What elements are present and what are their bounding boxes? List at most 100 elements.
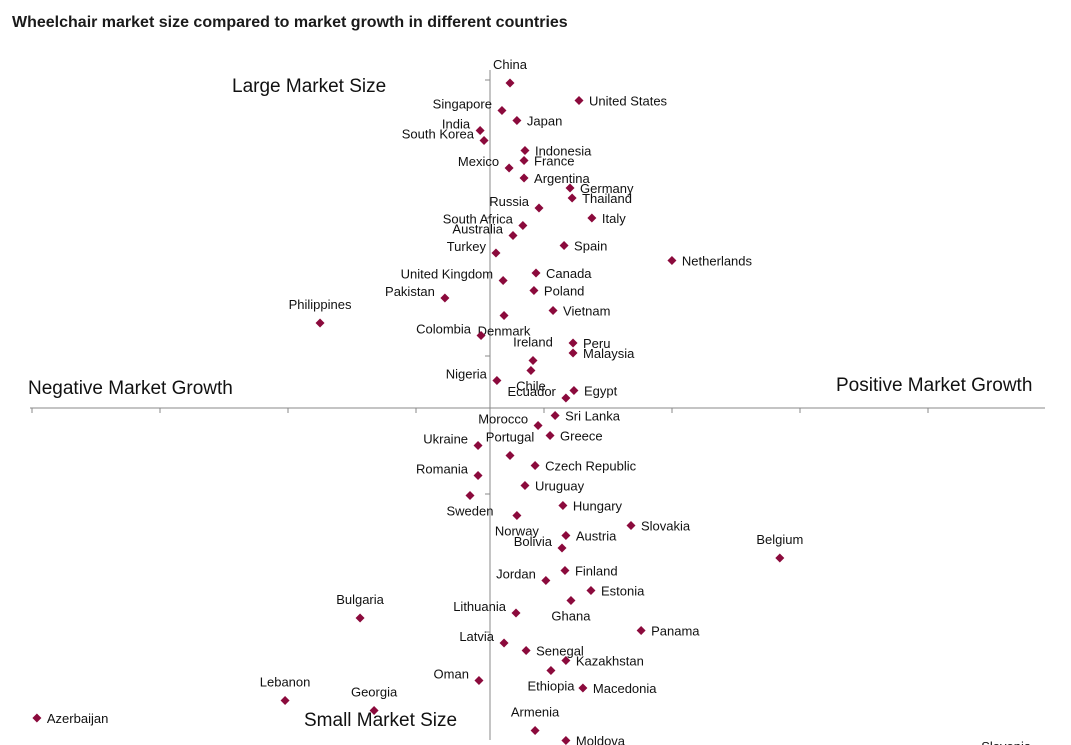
data-point: [497, 106, 507, 115]
data-point: [567, 193, 577, 203]
data-point: [636, 626, 646, 635]
data-point: [574, 96, 584, 105]
data-point: [498, 276, 508, 285]
data-label: Czech Republic: [545, 459, 637, 474]
data-label: Morocco: [478, 412, 528, 427]
data-point: [557, 543, 567, 553]
data-label: Norway: [495, 524, 540, 539]
data-point: [479, 136, 489, 145]
data-point: [315, 318, 325, 328]
data-point: [529, 286, 539, 295]
data-label: Philippines: [289, 297, 352, 312]
data-label: Ghana: [551, 609, 591, 624]
data-point: [473, 471, 483, 480]
data-label: Ethiopia: [527, 679, 575, 694]
data-label: Bolivia: [514, 534, 553, 549]
data-label: Peru: [583, 336, 610, 351]
data-label: Japan: [527, 114, 562, 129]
data-label: Mexico: [458, 154, 499, 169]
data-label: Estonia: [601, 584, 645, 599]
data-point: [566, 596, 576, 605]
data-point: [475, 126, 485, 135]
data-point: [561, 531, 571, 540]
data-label: Spain: [574, 239, 607, 254]
data-label: South Africa: [443, 212, 514, 227]
data-label: Ecuador: [507, 384, 556, 399]
data-point: [476, 331, 486, 340]
data-point: [519, 173, 529, 183]
data-label: Indonesia: [535, 144, 592, 159]
data-label: Belgium: [756, 532, 803, 547]
data-label: Greece: [560, 429, 603, 444]
data-point: [528, 356, 538, 365]
data-label: Uruguay: [535, 479, 585, 494]
data-label: India: [442, 117, 471, 132]
data-label: Malaysia: [583, 346, 635, 361]
data-point: [561, 656, 571, 665]
data-point: [491, 248, 501, 258]
data-point: [568, 348, 578, 358]
data-point: [667, 256, 677, 265]
data-label: Italy: [602, 211, 626, 226]
data-label: Sri Lanka: [565, 409, 621, 424]
data-point: [521, 646, 531, 655]
data-point: [508, 231, 518, 240]
data-label: Ireland: [513, 335, 553, 350]
data-point: [505, 78, 515, 88]
data-point: [546, 666, 556, 675]
data-point: [533, 421, 543, 430]
data-point: [520, 146, 530, 155]
data-label: Argentina: [534, 171, 590, 186]
data-point: [499, 311, 509, 320]
data-point: [568, 338, 578, 348]
data-point: [492, 376, 502, 385]
data-point: [511, 608, 521, 618]
quadrant-label-bottom: Small Market Size: [304, 710, 458, 731]
data-point: [545, 431, 555, 440]
data-point: [541, 576, 551, 585]
data-label: Germany: [580, 181, 634, 196]
data-label: Latvia: [459, 629, 494, 644]
data-point: [534, 203, 544, 213]
data-label: Turkey: [447, 239, 487, 254]
data-label: Hungary: [573, 499, 623, 514]
data-point: [369, 706, 379, 715]
data-label: Lebanon: [260, 675, 311, 690]
data-point: [569, 386, 579, 395]
data-point: [561, 736, 571, 745]
data-point: [505, 451, 515, 460]
data-point: [550, 411, 560, 420]
data-point: [440, 293, 450, 303]
data-label: France: [534, 154, 574, 169]
quadrant-label-right: Positive Market Growth: [836, 375, 1033, 396]
data-point: [531, 268, 541, 278]
data-label: Denmark: [478, 324, 531, 339]
data-label: Romania: [416, 462, 469, 477]
data-label: Netherlands: [682, 254, 753, 269]
data-label: Egypt: [584, 384, 618, 399]
data-point: [530, 461, 540, 470]
quadrant-label-left: Negative Market Growth: [28, 378, 233, 399]
data-label: Armenia: [511, 705, 560, 720]
data-label: Lithuania: [453, 599, 507, 614]
data-point: [560, 566, 570, 575]
data-label: Poland: [544, 284, 584, 299]
data-label: Panama: [651, 624, 700, 639]
data-label: Azerbaijan: [47, 711, 108, 726]
data-point: [512, 511, 522, 520]
data-label: Chile: [516, 379, 546, 394]
data-point: [578, 683, 588, 693]
data-label: Thailand: [582, 191, 632, 206]
data-label: China: [493, 57, 528, 72]
data-point: [519, 156, 529, 165]
data-label: Jordan: [496, 567, 536, 582]
data-label: Portugal: [486, 430, 535, 445]
data-label: Sweden: [446, 504, 493, 519]
data-point: [587, 213, 597, 223]
data-label: Canada: [546, 266, 592, 281]
data-point: [526, 366, 536, 375]
data-label: Pakistan: [385, 284, 435, 299]
data-point: [465, 491, 475, 500]
data-label: Vietnam: [563, 304, 610, 319]
data-point: [474, 676, 484, 685]
